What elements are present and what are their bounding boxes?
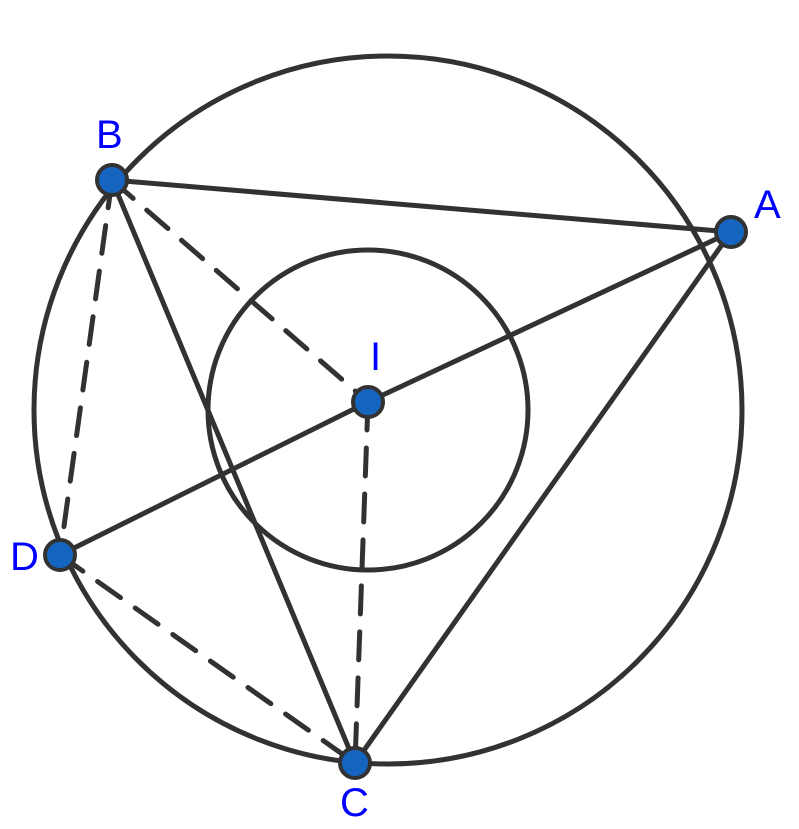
- point-I: [353, 387, 383, 417]
- point-C: [340, 748, 370, 778]
- edge-BD: [60, 180, 112, 555]
- label-I: I: [370, 335, 381, 379]
- point-B: [97, 165, 127, 195]
- label-C: C: [340, 781, 369, 825]
- edge-AC: [355, 232, 731, 763]
- edge-BI: [112, 180, 368, 402]
- label-A: A: [754, 183, 781, 227]
- edge-AB: [112, 180, 731, 232]
- outer-circle: [34, 56, 742, 764]
- label-D: D: [10, 535, 39, 579]
- point-D: [45, 540, 75, 570]
- label-B: B: [96, 113, 123, 157]
- edge-IC: [355, 402, 368, 763]
- point-A: [716, 217, 746, 247]
